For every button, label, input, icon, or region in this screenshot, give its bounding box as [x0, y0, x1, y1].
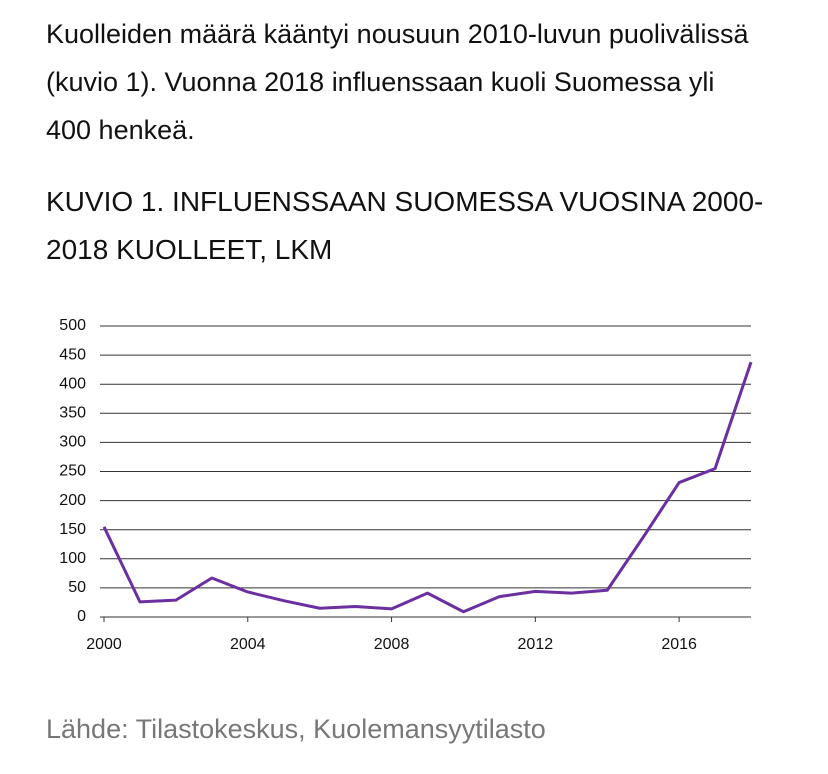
x-tick-label: 2016: [661, 636, 697, 653]
source: Lähde: Tilastokeskus, Kuolemansyytilasto: [46, 714, 546, 744]
x-tick-label: 2008: [374, 636, 410, 653]
y-tick-label: 400: [59, 375, 86, 392]
y-tick-label: 500: [59, 317, 86, 334]
y-tick-label: 250: [59, 463, 86, 480]
chart: 0 50 100 150 200 250 300 350 400 450 500 2000 2004 20…: [59, 317, 753, 653]
y-tick-label: 150: [59, 521, 86, 538]
y-tick-label: 450: [59, 346, 86, 363]
x-tick-label: 2004: [230, 636, 266, 653]
data-line: [102, 361, 753, 614]
chart-title: KUVIO 1. INFLUENSSAAN SUOMESSA VUOSINA 2…: [46, 186, 764, 265]
intro-text: Kuolleiden määrä kääntyi nousuun 2010-lu…: [46, 19, 749, 145]
x-tick-label: 2012: [518, 636, 554, 653]
y-tick-label: 0: [77, 608, 86, 625]
y-tick-label: 100: [59, 550, 86, 567]
y-tick-label: 300: [59, 434, 86, 451]
y-tick-label: 350: [59, 405, 86, 422]
y-tick-label: 200: [59, 492, 86, 509]
y-tick-label: 50: [68, 579, 86, 596]
x-tick-label: 2000: [86, 636, 122, 653]
